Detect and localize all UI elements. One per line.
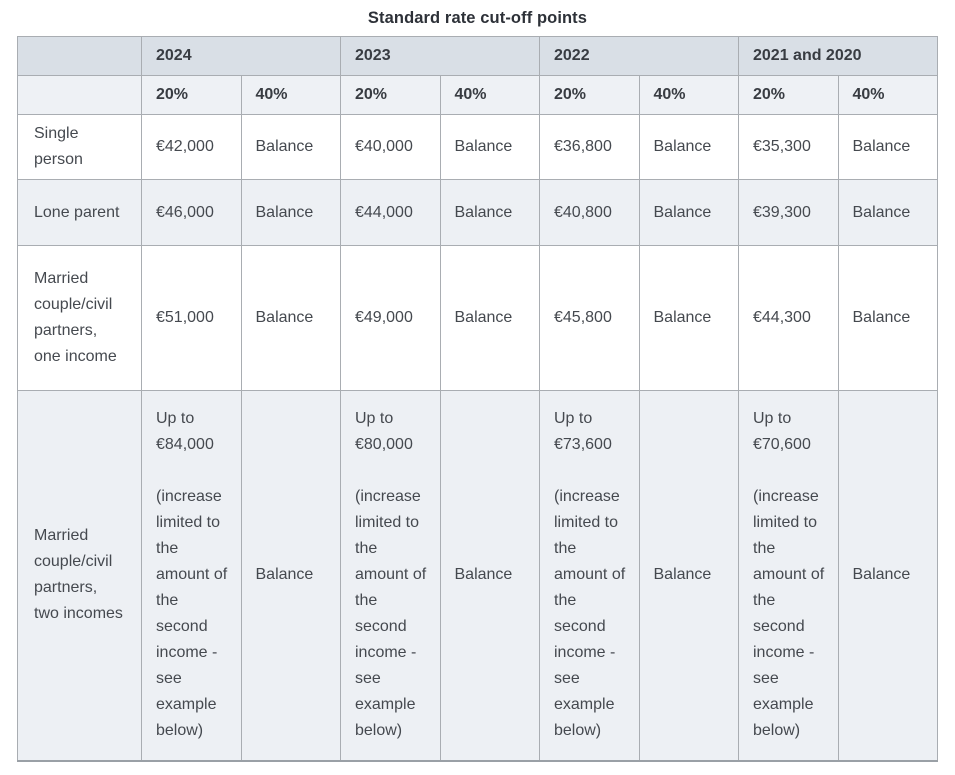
rate-header-cell: 20% (340, 75, 441, 115)
data-cell: Up to €70,600 (increase limited to the a… (738, 390, 839, 761)
data-cell: €46,000 (141, 179, 242, 246)
data-cell: €35,300 (738, 114, 839, 180)
data-cell: €40,000 (340, 114, 441, 180)
rate-header-cell: 20% (141, 75, 242, 115)
data-cell: Balance (638, 114, 739, 180)
data-cell: Up to €73,600 (increase limited to the a… (539, 390, 640, 761)
rate-header-cell: 20% (539, 75, 640, 115)
page-title: Standard rate cut-off points (367, 9, 588, 27)
year-header-2022: 2022 (539, 36, 739, 76)
data-cell: €44,300 (738, 245, 839, 391)
year-header-2023: 2023 (340, 36, 540, 76)
data-cell: Balance (638, 390, 739, 761)
data-cell: €40,800 (539, 179, 640, 246)
rate-header-cell: 40% (638, 75, 739, 115)
data-cell: €36,800 (539, 114, 640, 180)
corner-cell (17, 75, 142, 115)
corner-cell (17, 36, 142, 76)
data-cell: Balance (240, 179, 341, 246)
data-cell: Up to €80,000 (increase limited to the a… (340, 390, 441, 761)
data-cell: Balance (240, 114, 341, 180)
year-header-2024: 2024 (141, 36, 341, 76)
standard-rate-cutoff-table: 2024 2023 2022 2021 and 2020 20% 40% 20%… (17, 36, 938, 762)
data-cell: €51,000 (141, 245, 242, 391)
rate-header-cell: 40% (837, 75, 938, 115)
data-cell: Balance (439, 390, 540, 761)
row-label: Married couple/civil partners, one incom… (17, 245, 142, 391)
data-cell: Balance (837, 245, 938, 391)
row-label: Lone parent (17, 179, 142, 246)
data-cell: Balance (439, 245, 540, 391)
row-label: Single person (17, 114, 142, 180)
table-row-married-one-income: Married couple/civil partners, one incom… (17, 245, 938, 391)
data-cell: €45,800 (539, 245, 640, 391)
data-cell: Balance (638, 179, 739, 246)
data-cell: €39,300 (738, 179, 839, 246)
data-cell: €49,000 (340, 245, 441, 391)
table-row-lone-parent: Lone parent €46,000 Balance €44,000 Bala… (17, 179, 938, 246)
data-cell: Up to €84,000 (increase limited to the a… (141, 390, 242, 761)
table-row-married-two-incomes: Married couple/civil partners, two incom… (17, 390, 938, 761)
data-cell: Balance (240, 245, 341, 391)
data-cell: €42,000 (141, 114, 242, 180)
data-cell: Balance (837, 390, 938, 761)
rate-header-row: 20% 40% 20% 40% 20% 40% 20% 40% (17, 75, 938, 115)
year-header-row: 2024 2023 2022 2021 and 2020 (17, 36, 938, 76)
table-row-single-person: Single person €42,000 Balance €40,000 Ba… (17, 114, 938, 180)
data-cell: Balance (439, 179, 540, 246)
data-cell: €44,000 (340, 179, 441, 246)
rate-header-cell: 20% (738, 75, 839, 115)
row-label: Married couple/civil partners, two incom… (17, 390, 142, 761)
data-cell: Balance (837, 114, 938, 180)
data-cell: Balance (837, 179, 938, 246)
year-header-2021-2020: 2021 and 2020 (738, 36, 938, 76)
rate-header-cell: 40% (439, 75, 540, 115)
data-cell: Balance (439, 114, 540, 180)
rate-header-cell: 40% (240, 75, 341, 115)
data-cell: Balance (240, 390, 341, 761)
data-cell: Balance (638, 245, 739, 391)
